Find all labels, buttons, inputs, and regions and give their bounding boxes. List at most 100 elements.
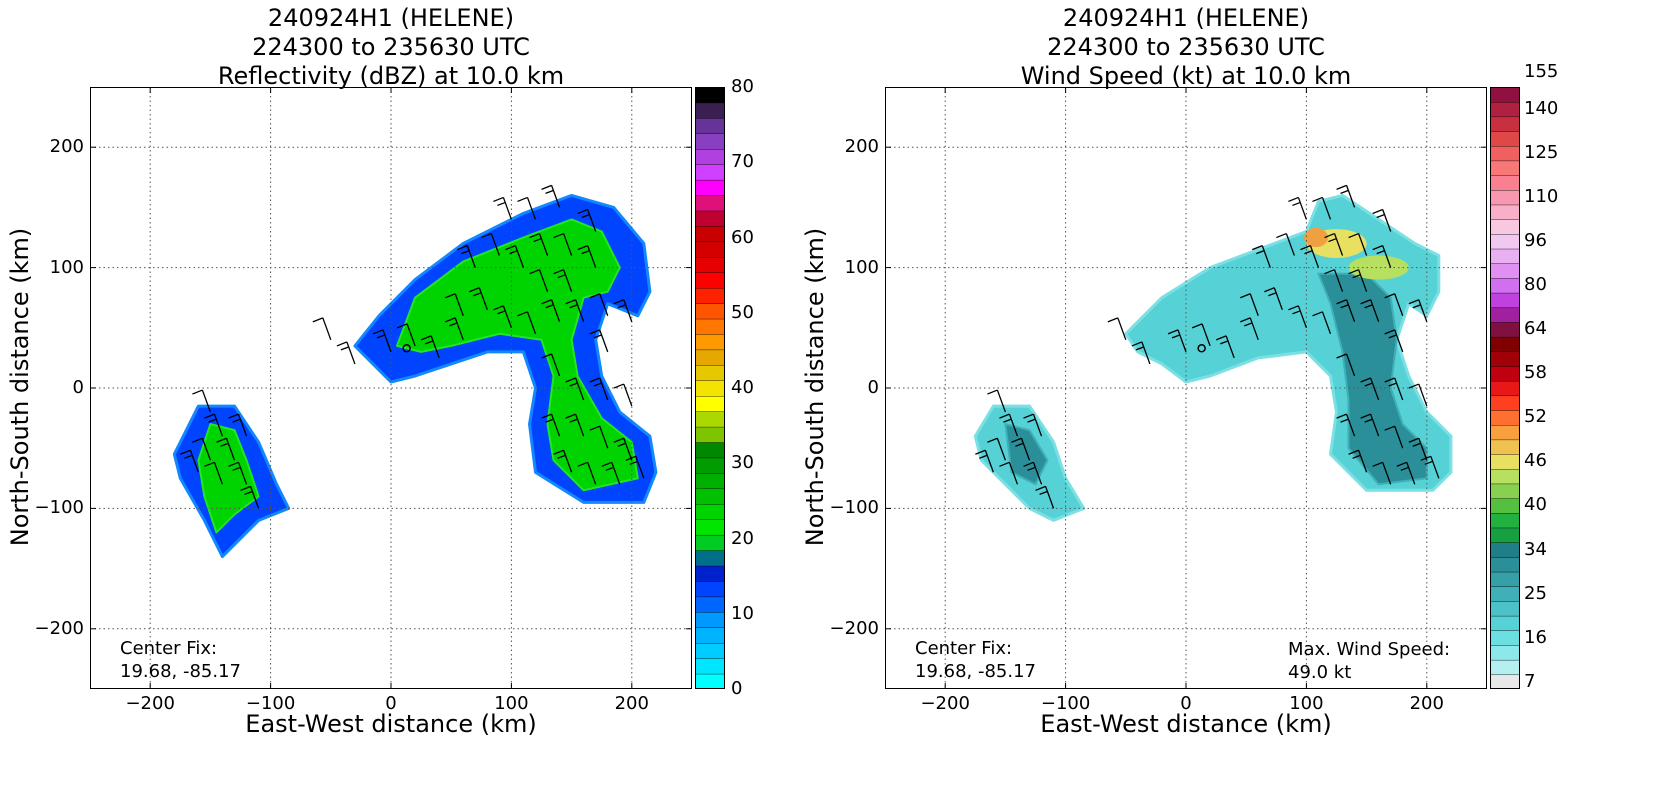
colorbar-frame xyxy=(695,87,725,689)
wind-barb xyxy=(1336,299,1356,323)
wind-barb xyxy=(192,389,212,413)
y-tick-label: 200 xyxy=(844,136,879,158)
wind-barb xyxy=(1408,299,1428,323)
wind-barb xyxy=(987,437,1007,461)
wind-barb xyxy=(1384,425,1404,449)
wind-barb xyxy=(1288,305,1308,329)
colorbar-segment xyxy=(695,441,725,459)
colorbar-segment xyxy=(695,194,725,212)
colorbar-tick-label: 64 xyxy=(1524,318,1547,340)
wind-barb xyxy=(216,437,236,461)
colorbar-segment xyxy=(1490,351,1520,367)
wind-barb xyxy=(1372,244,1392,268)
wind-barb xyxy=(1372,208,1392,232)
wind-barb xyxy=(529,269,549,292)
colorbar-tick-label: 30 xyxy=(731,452,754,474)
colorbar-segment xyxy=(1490,424,1520,441)
colorbar-segment xyxy=(695,163,725,181)
title-line-1: 240924H1 (HELENE) xyxy=(1062,4,1310,32)
wind-barb xyxy=(204,461,224,485)
y-tick-label: −200 xyxy=(34,617,84,639)
wind-barb xyxy=(1396,461,1416,485)
wind-barb xyxy=(1324,269,1344,292)
colorbar-segment xyxy=(695,519,725,536)
colorbar-segment xyxy=(1490,483,1520,499)
wind-barb xyxy=(481,232,500,256)
x-axis-label: East-West distance (km) xyxy=(245,710,537,738)
center-fix-marker xyxy=(1197,344,1206,353)
colorbar-segment xyxy=(695,225,725,243)
wind-barb xyxy=(1360,377,1380,401)
colorbar-segment xyxy=(695,318,725,335)
colorbar-segment xyxy=(695,364,725,381)
colorbar-tick-label: 7 xyxy=(1524,670,1536,692)
center-fix-label: Center Fix: xyxy=(120,638,218,659)
colorbar-segment xyxy=(695,549,725,567)
wind-barb xyxy=(493,305,513,329)
wind-barb xyxy=(553,232,573,256)
wind-barb xyxy=(1336,413,1356,437)
wind-barb xyxy=(1420,455,1440,479)
wind-barb xyxy=(505,244,525,268)
colorbar-segment xyxy=(1490,189,1520,206)
echo-inner xyxy=(396,218,639,492)
wind-barb xyxy=(589,293,609,316)
wind-barb xyxy=(444,317,464,341)
colorbar-segment xyxy=(695,302,725,320)
reflectivity-colorbar xyxy=(695,87,725,689)
wind-barb xyxy=(517,196,537,220)
title-line-3: Reflectivity (dBZ) at 10.0 km xyxy=(217,62,565,90)
wind-barb xyxy=(1252,244,1271,268)
colorbar-tick-label: 20 xyxy=(731,527,754,549)
wind-barb xyxy=(1131,341,1151,365)
x-tick-label: 200 xyxy=(614,693,649,714)
colorbar-segment xyxy=(695,472,725,490)
x-tick-label: 0 xyxy=(385,693,397,714)
colorbar-segment xyxy=(695,457,725,474)
wind-barb xyxy=(999,413,1019,437)
wind-barb xyxy=(336,341,356,365)
wind-barb xyxy=(601,461,621,485)
y-tick-label: 100 xyxy=(844,256,879,278)
wind-barb xyxy=(541,184,561,208)
colorbar-segment xyxy=(695,179,725,196)
wind-barb xyxy=(457,244,476,268)
x-tick-label: −200 xyxy=(920,693,970,714)
center-fix-value: 19.68, -85.17 xyxy=(120,661,241,682)
wind-barb xyxy=(1312,311,1332,335)
colorbar-segment xyxy=(695,102,725,119)
wind-barb xyxy=(1300,244,1320,268)
colorbar-segment xyxy=(1490,571,1520,587)
x-tick-label: 0 xyxy=(1180,693,1192,714)
wind-barb xyxy=(372,329,392,353)
colorbar-segment xyxy=(1490,218,1520,235)
wind-barb xyxy=(1167,329,1187,353)
colorbar-segment xyxy=(1490,87,1520,103)
y-axis-label: North-South distance (km) xyxy=(6,227,34,547)
wind-barb xyxy=(1191,323,1211,347)
colorbar-segment xyxy=(1490,145,1520,162)
wind-barb xyxy=(420,335,440,359)
wind-barb xyxy=(1372,461,1392,485)
x-tick-label: −100 xyxy=(1040,693,1091,714)
wind-barb xyxy=(553,269,573,292)
wind-barb xyxy=(589,425,609,449)
wind-barb xyxy=(1348,269,1368,292)
wind-speed-title: 240924H1 (HELENE) 224300 to 235630 UTC W… xyxy=(885,4,1487,91)
wind-barb xyxy=(1023,461,1043,485)
wind-barb xyxy=(1239,317,1259,341)
colorbar-tick-label: 0 xyxy=(731,678,743,699)
wind-barb xyxy=(1035,485,1055,509)
wind-barb xyxy=(625,455,645,479)
wind-barb xyxy=(1215,335,1235,359)
wind-barb xyxy=(396,323,416,347)
colorbar-segment xyxy=(1490,512,1520,529)
echo-inner xyxy=(197,423,260,534)
colorbar-segment xyxy=(1490,365,1520,382)
colorbar-tick-label: 60 xyxy=(731,226,754,248)
title-line-1: 240924H1 (HELENE) xyxy=(267,4,515,32)
wind-barb xyxy=(1408,437,1428,461)
colorbar-segment xyxy=(1490,556,1520,573)
wind-barb xyxy=(589,377,609,401)
wind-speed-colorbar xyxy=(1490,87,1520,689)
